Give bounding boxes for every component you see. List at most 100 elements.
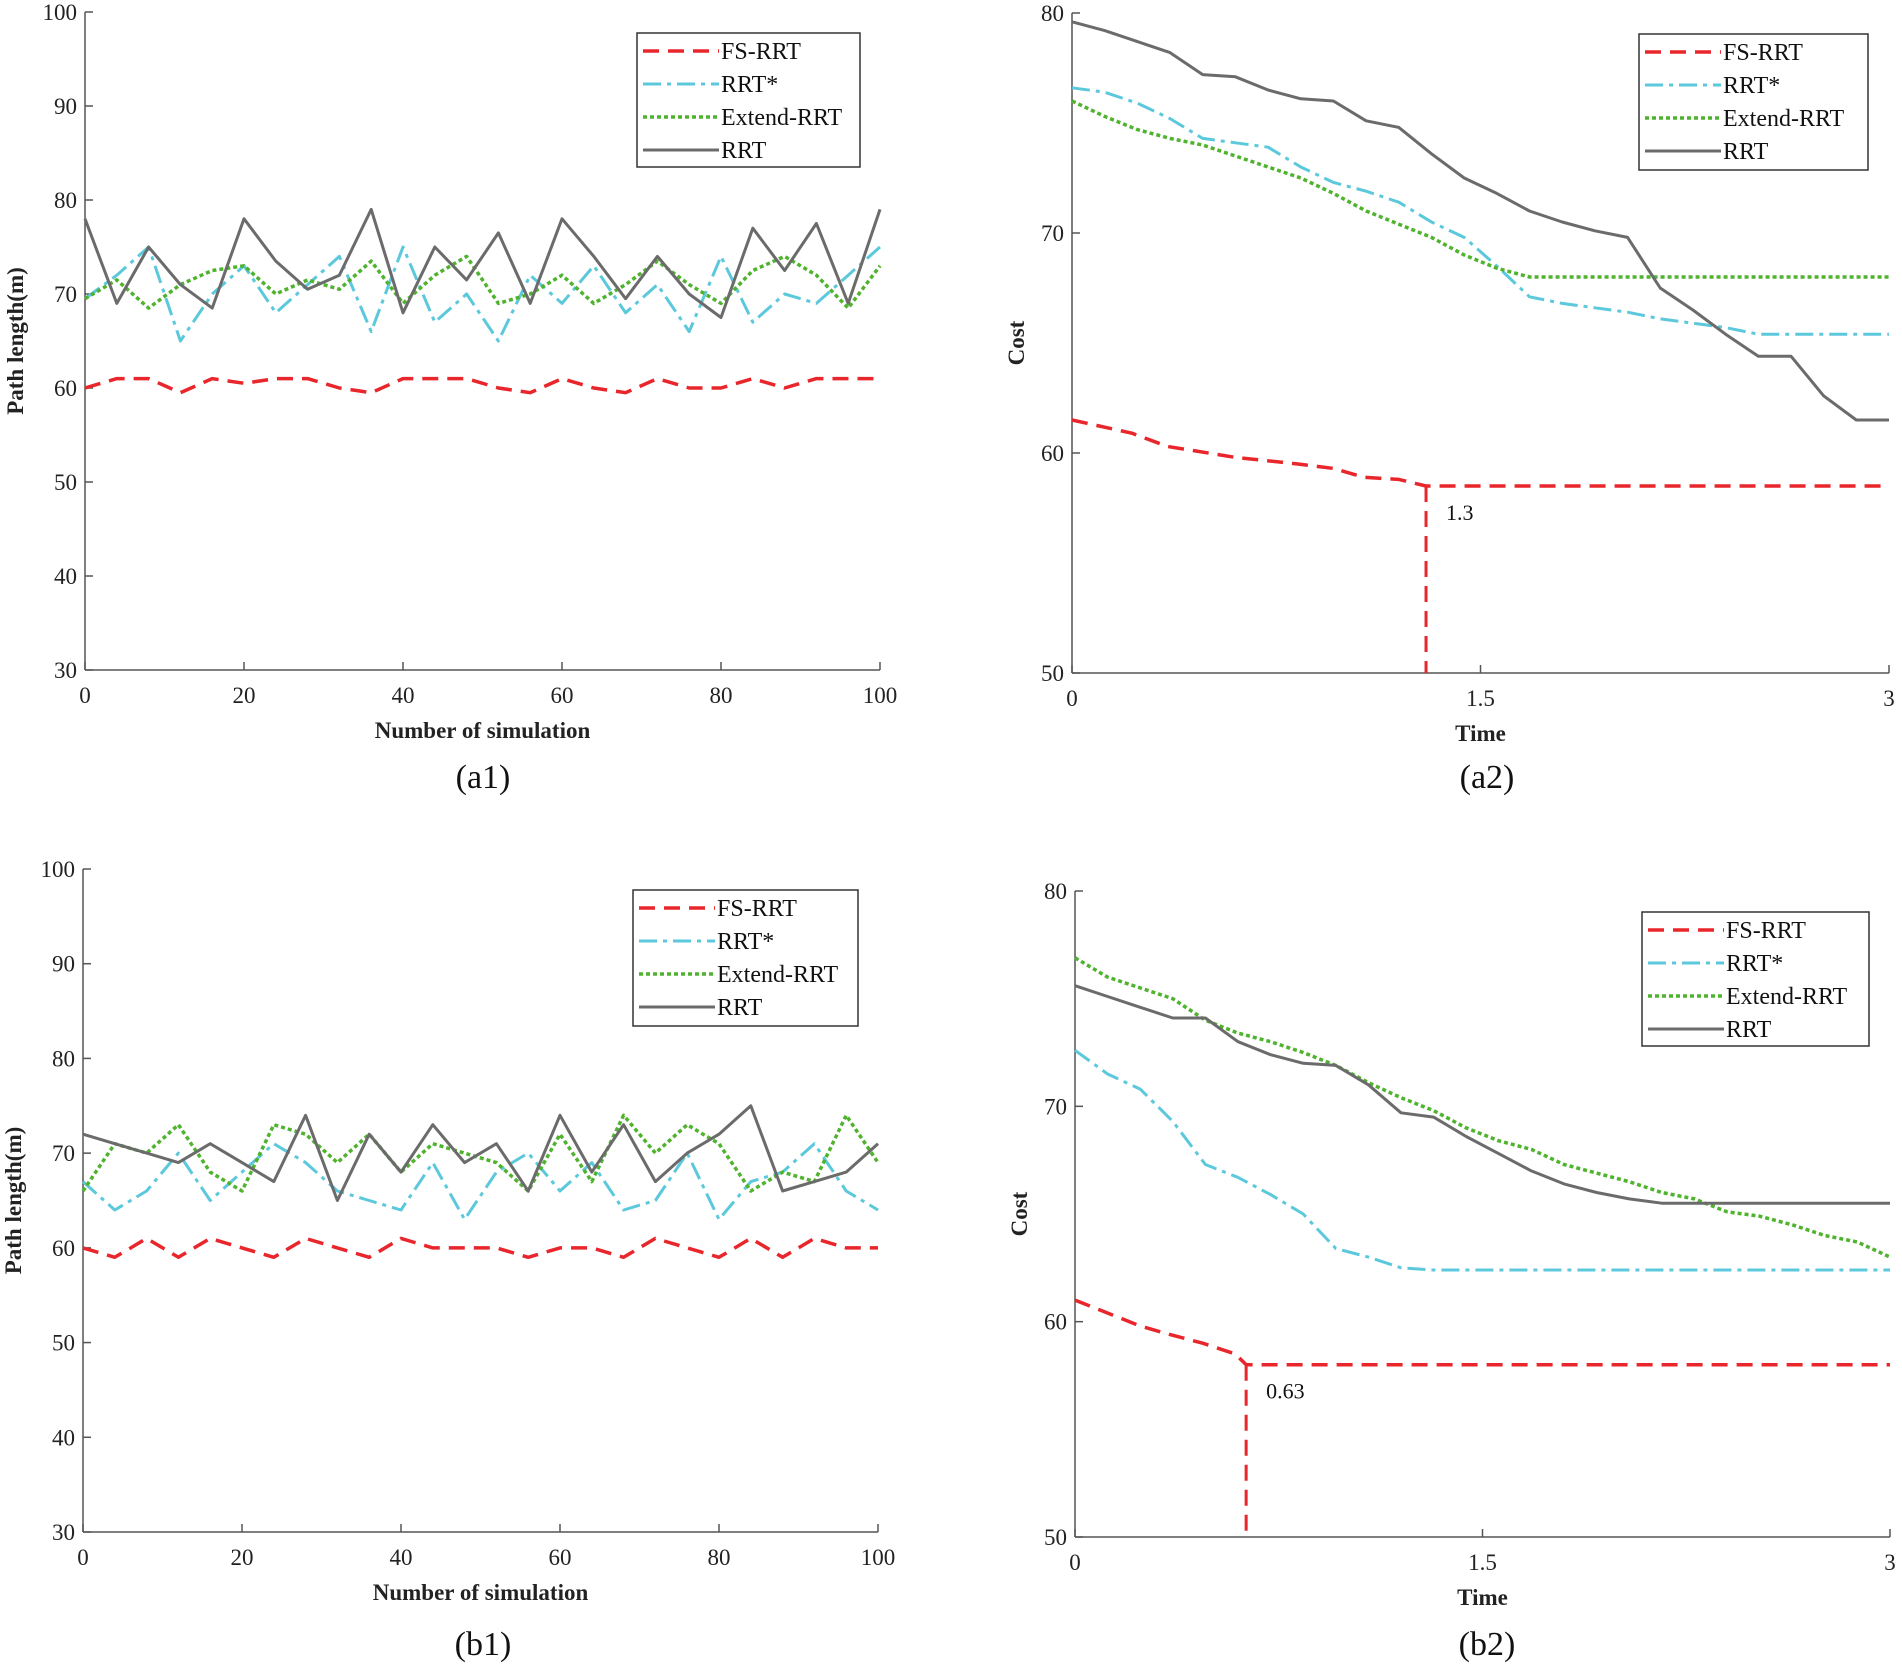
legend-entry: RRT* [717,929,774,955]
y-axis-label: Path length(m) [3,267,28,415]
series-rrt-star [84,245,881,343]
x-axis-label: Number of simulation [375,718,591,743]
x-tick-label: 0 [1066,686,1078,711]
y-tick-label: 80 [1041,1,1064,26]
y-tick-label: 50 [52,1331,75,1356]
x-tick-label: 0 [79,683,91,708]
x-tick-label: 80 [710,683,733,708]
legend-entry: Extend-RRT [717,962,839,988]
series-rrt-star [1074,1049,1890,1272]
series-rrt [1071,20,1889,422]
series-rrt-star [1071,86,1889,336]
x-tick-label: 1.5 [1468,1550,1497,1575]
legend-entry: Extend-RRT [1723,106,1845,132]
series-fs-rrt [84,376,880,395]
y-axis-label: Cost [1004,320,1029,365]
x-axis-label: Time [1457,1585,1508,1610]
y-tick-label: 90 [52,952,75,977]
x-tick-label: 100 [863,683,898,708]
legend-entry: RRT [1726,1017,1772,1043]
y-tick-label: 80 [52,1046,75,1071]
y-tick-label: 60 [1044,1310,1067,1335]
legend-entry: RRT* [721,72,778,98]
x-tick-label: 3 [1884,1550,1896,1575]
annotation-label: 0.63 [1266,1379,1305,1404]
y-tick-label: 60 [1041,441,1064,466]
chart-a1: 30 40 50 60 70 80 90 100 0 20 40 60 80 100 Number of s… [3,0,897,796]
y-tick-label: 50 [54,470,77,495]
series-fs-rrt [1074,1298,1890,1367]
legend-entry: RRT [1723,139,1769,165]
legend-entry: RRT [721,138,767,164]
x-tick-label: 3 [1883,686,1895,711]
x-tick-label: 40 [390,1545,413,1570]
x-tick-label: 60 [549,1545,572,1570]
y-tick-label: 100 [43,0,78,25]
legend-entry: FS-RRT [1723,40,1803,66]
x-tick-label: 20 [231,1545,254,1570]
subfigure-caption: (b2) [1459,1626,1516,1663]
y-tick-label: 30 [52,1520,75,1545]
y-tick-label: 70 [1041,221,1064,246]
series-fs-rrt [1071,418,1889,488]
x-tick-label: 40 [392,683,415,708]
series-extend-rrt [1071,99,1889,279]
y-tick-label: 80 [54,188,77,213]
y-tick-label: 90 [54,94,77,119]
legend: FS-RRT RRT* Extend-RRT RRT [1638,33,1869,171]
series-rrt [82,1104,879,1202]
y-tick-label: 60 [52,1236,75,1261]
legend-entry: RRT* [1723,73,1780,99]
x-tick-label: 20 [233,683,256,708]
series-extend-rrt [84,254,882,310]
legend-box [636,32,861,168]
annotation-label: 1.3 [1446,500,1474,525]
legend: FS-RRT RRT* Extend-RRT RRT [1641,911,1870,1047]
y-tick-label: 70 [54,282,77,307]
y-tick-label: 30 [54,658,77,683]
y-tick-label: 50 [1044,1525,1067,1550]
legend-entry: FS-RRT [1726,918,1806,944]
series-extend-rrt [1074,956,1891,1259]
legend-entry: RRT* [1726,951,1783,977]
series-fs-rrt [82,1236,878,1260]
legend-box [1641,911,1870,1047]
x-tick-label: 60 [551,683,574,708]
y-tick-label: 100 [41,857,76,882]
legend-box [1638,33,1869,171]
subfigure-caption: (b1) [455,1626,512,1663]
legend-entry: FS-RRT [717,896,797,922]
x-tick-label: 100 [861,1545,896,1570]
series-extend-rrt [81,1113,880,1193]
legend-entry: RRT [717,995,763,1021]
x-tick-label: 0 [1069,1550,1081,1575]
chart-a2: 50 60 70 80 0 1.5 3 Time Cost 1.3 FS-RRT RRT* Extend… [1004,1,1895,796]
legend: FS-RRT RRT* Extend-RRT RRT [632,889,859,1027]
subfigure-caption: (a1) [456,759,511,796]
legend: FS-RRT RRT* Extend-RRT RRT [636,32,861,168]
x-axis-label: Number of simulation [373,1580,589,1605]
x-tick-label: 0 [77,1545,89,1570]
y-axis-label: Cost [1007,1191,1032,1236]
x-tick-label: 1.5 [1466,686,1495,711]
legend-entry: Extend-RRT [1726,984,1848,1010]
y-tick-label: 40 [54,564,77,589]
y-tick-label: 80 [1044,879,1067,904]
legend-box [632,889,859,1027]
series-rrt [1074,984,1890,1205]
chart-b2: 50 60 70 80 0 1.5 3 Time Cost 0.63 FS-RRT RRT* Exten… [1007,879,1896,1663]
subfigure-caption: (a2) [1460,759,1515,796]
y-tick-label: 50 [1041,661,1064,686]
x-tick-label: 80 [708,1545,731,1570]
chart-b1: 30 40 50 60 70 80 90 100 0 20 40 60 80 100 Number of s… [1,857,895,1663]
y-tick-label: 40 [52,1425,75,1450]
y-axis-label: Path length(m) [1,1127,26,1275]
y-tick-label: 70 [1044,1094,1067,1119]
series-rrt-star [82,1142,879,1221]
x-axis-label: Time [1455,721,1506,746]
legend-entry: FS-RRT [721,39,801,65]
y-tick-label: 70 [52,1141,75,1166]
y-tick-label: 60 [54,376,77,401]
series-rrt [83,207,882,319]
